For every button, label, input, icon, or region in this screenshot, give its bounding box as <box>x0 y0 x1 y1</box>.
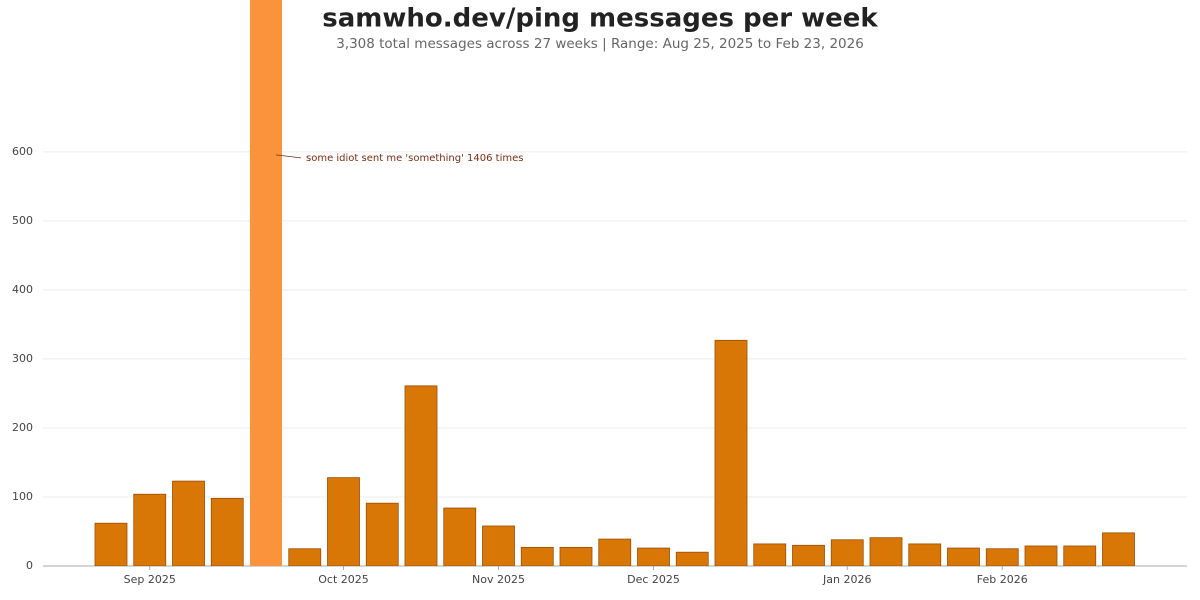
x-tick-label: Dec 2025 <box>627 573 680 586</box>
x-tick-label: Sep 2025 <box>124 573 176 586</box>
grid <box>43 151 1187 567</box>
bar <box>1024 545 1058 566</box>
chart-subtitle: 3,308 total messages across 27 weeks | R… <box>336 36 864 52</box>
bar <box>1102 532 1135 566</box>
bar <box>598 538 632 566</box>
bar <box>288 548 322 566</box>
annotation: some idiot sent me 'something' 1406 time… <box>306 153 523 164</box>
bar <box>520 546 554 566</box>
bar <box>947 547 980 566</box>
bar <box>365 502 399 566</box>
bars <box>94 0 1135 566</box>
x-tick-label: Nov 2025 <box>472 573 525 586</box>
bar <box>133 493 167 566</box>
bar <box>714 339 748 566</box>
bar <box>792 544 825 566</box>
y-tick-label: 0 <box>26 559 33 572</box>
bar <box>404 385 438 566</box>
bar <box>443 507 477 566</box>
bar <box>210 497 244 566</box>
y-tick-label: 300 <box>12 352 33 365</box>
bar <box>753 543 787 566</box>
bar <box>675 551 709 566</box>
bar <box>1063 545 1097 566</box>
y-tick-label: 400 <box>12 283 33 296</box>
y-tick-label: 100 <box>12 490 33 503</box>
bar <box>94 522 128 566</box>
bar <box>869 537 903 566</box>
x-tick-label: Jan 2026 <box>822 573 871 586</box>
bar <box>172 480 205 566</box>
bar <box>559 546 593 566</box>
chart-title: samwho.dev/ping messages per week <box>322 4 878 34</box>
bar <box>985 548 1019 566</box>
y-tick-label: 600 <box>12 145 33 158</box>
bar <box>250 0 282 566</box>
labels: 0 100 200 300 400 500 600 Sep 2025 Oct 2025 Nov 2… <box>12 145 1028 586</box>
bar <box>327 477 360 566</box>
y-tick-label: 500 <box>12 214 33 227</box>
bar <box>637 547 670 566</box>
bar <box>482 525 515 566</box>
annotation-arrow <box>275 154 302 159</box>
y-tick-label: 200 <box>12 421 33 434</box>
bar <box>830 539 864 566</box>
x-tick-label: Oct 2025 <box>318 573 369 586</box>
x-tick-label: Feb 2026 <box>977 573 1028 586</box>
bar <box>908 543 942 566</box>
